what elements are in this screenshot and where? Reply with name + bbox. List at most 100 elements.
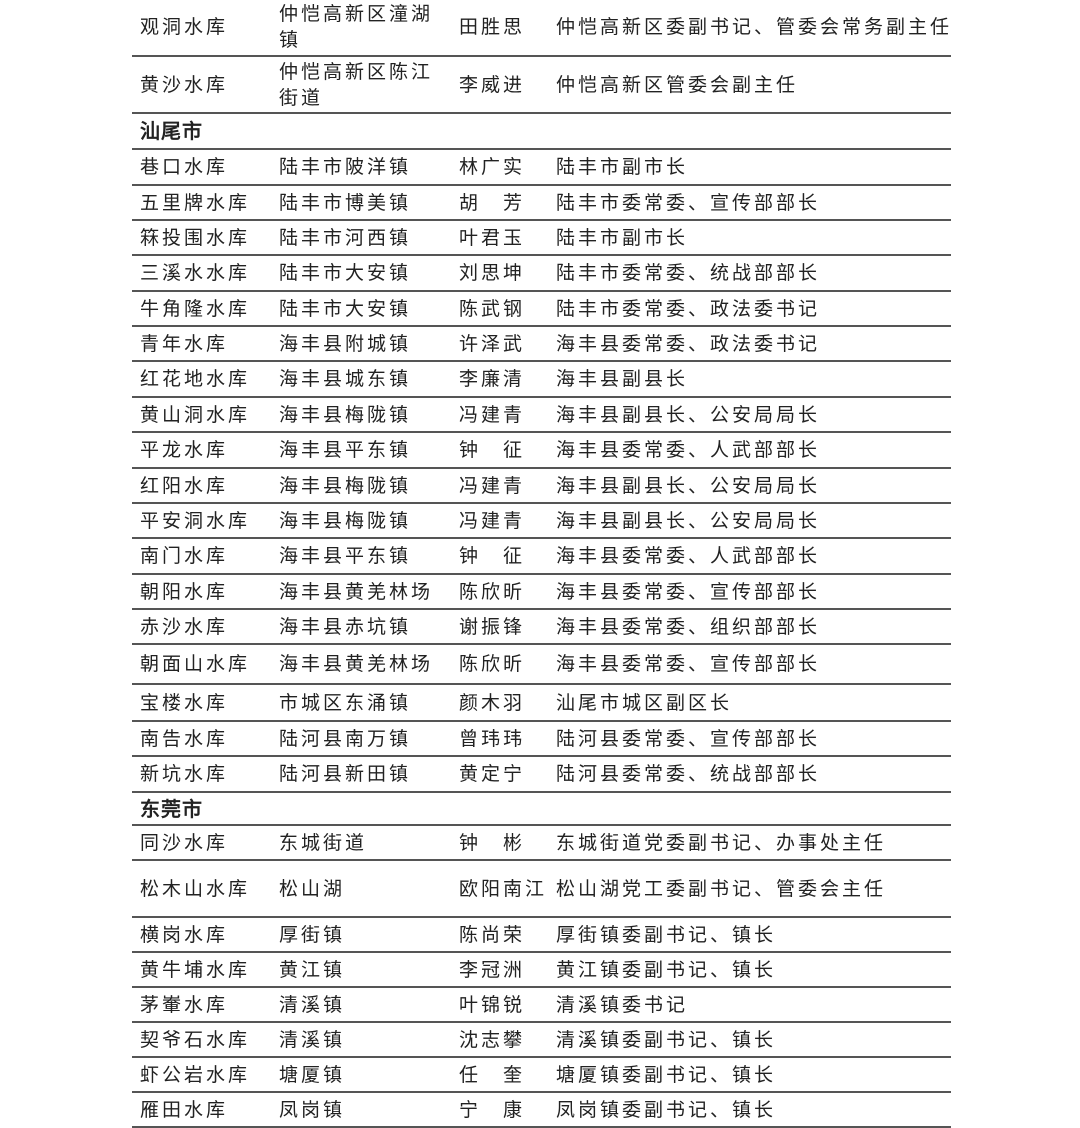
location-cell: 清溪镇 (279, 1028, 346, 1051)
position-title-cell: 东城街道党委副书记、办事处主任 (556, 831, 887, 854)
table-row: 三溪水水库 陆丰市大安镇 刘思坤 陆丰市委常委、统战部部长 (132, 256, 951, 292)
table-row: 黄山洞水库 海丰县梅陇镇 冯建青 海丰县副县长、公安局局长 (132, 398, 951, 433)
responsible-person-cell: 许泽武 (459, 332, 526, 355)
location-cell: 松山湖 (279, 877, 346, 900)
location-cell: 陆河县新田镇 (279, 763, 412, 785)
table-row: 南告水库 陆河县南万镇 曾玮玮 陆河县委常委、宣传部部长 (132, 722, 951, 757)
reservoir-name-cell: 横岗水库 (140, 923, 229, 946)
responsible-person-cell: 钟 彬 (459, 831, 526, 854)
responsible-person-cell: 任 奎 (459, 1063, 526, 1086)
responsible-person-cell: 曾玮玮 (459, 727, 526, 750)
reservoir-name-cell: 黄牛埔水库 (140, 958, 251, 981)
reservoir-name-cell: 牛角隆水库 (140, 297, 251, 320)
location-cell: 海丰县城东镇 (279, 368, 412, 390)
reservoir-name-cell: 巷口水库 (140, 156, 229, 178)
table-row: 同沙水库 东城街道 钟 彬 东城街道党委副书记、办事处主任 (132, 826, 951, 861)
reservoir-name-cell: 三溪水水库 (140, 262, 251, 284)
location-cell: 陆丰市博美镇 (279, 191, 412, 214)
responsible-person-cell: 陈尚荣 (459, 923, 526, 946)
reservoir-responsibility-table: 观洞水库 仲恺高新区潼湖镇 田胜思 仲恺高新区委副书记、管委会常务副主任 黄沙水库 仲恺高… (132, 0, 951, 1128)
responsible-person-cell: 沈志攀 (459, 1028, 526, 1051)
location-cell: 海丰县黄羌林场 (279, 580, 434, 603)
responsible-person-cell: 陈武钢 (459, 297, 526, 320)
responsible-person-cell: 陈欣昕 (459, 653, 526, 675)
reservoir-name-cell: 茅輋水库 (140, 993, 229, 1016)
reservoir-name-cell: 朝面山水库 (140, 653, 251, 675)
position-title-cell: 海丰县副县长 (556, 368, 689, 390)
position-title-cell: 陆丰市委常委、统战部部长 (556, 262, 821, 284)
table-row: 新坑水库 陆河县新田镇 黄定宁 陆河县委常委、统战部部长 (132, 757, 951, 793)
location-cell: 仲恺高新区潼湖镇 (279, 2, 434, 51)
responsible-person-cell: 李威进 (459, 73, 526, 96)
table-row: 红阳水库 海丰县梅陇镇 冯建青 海丰县副县长、公安局局长 (132, 469, 951, 504)
location-cell: 仲恺高新区陈江街道 (279, 60, 434, 109)
position-title-cell: 海丰县委常委、组织部部长 (556, 615, 821, 638)
reservoir-name-cell: 宝楼水库 (140, 691, 229, 714)
location-cell: 海丰县黄羌林场 (279, 653, 434, 675)
table-row: 朝阳水库 海丰县黄羌林场 陈欣昕 海丰县委常委、宣传部部长 (132, 575, 951, 610)
table-row: 青年水库 海丰县附城镇 许泽武 海丰县委常委、政法委书记 (132, 327, 951, 362)
table-row: 契爷石水库 清溪镇 沈志攀 清溪镇委副书记、镇长 (132, 1023, 951, 1058)
table-row: 红花地水库 海丰县城东镇 李廉清 海丰县副县长 (132, 362, 951, 398)
location-cell: 海丰县梅陇镇 (279, 403, 412, 426)
table-row: 南门水库 海丰县平东镇 钟 征 海丰县委常委、人武部部长 (132, 539, 951, 575)
responsible-person-cell: 胡 芳 (459, 191, 526, 214)
location-cell: 海丰县平东镇 (279, 545, 412, 567)
table-row: 松木山水库 松山湖 欧阳南江 松山湖党工委副书记、管委会主任 (132, 861, 951, 918)
position-title-cell: 陆河县委常委、宣传部部长 (556, 727, 821, 750)
reservoir-name-cell: 红阳水库 (140, 474, 229, 497)
reservoir-name-cell: 雁田水库 (140, 1098, 229, 1121)
position-title-cell: 清溪镇委书记 (556, 993, 689, 1016)
position-title-cell: 厚街镇委副书记、镇长 (556, 923, 777, 946)
position-title-cell: 海丰县委常委、宣传部部长 (556, 580, 821, 603)
responsible-person-cell: 刘思坤 (459, 262, 526, 284)
table-row: 牛角隆水库 陆丰市大安镇 陈武钢 陆丰市委常委、政法委书记 (132, 292, 951, 327)
location-cell: 厚街镇 (279, 923, 346, 946)
location-cell: 黄江镇 (279, 958, 346, 981)
position-title-cell: 凤岗镇委副书记、镇长 (556, 1098, 777, 1121)
location-cell: 陆丰市大安镇 (279, 297, 412, 320)
reservoir-name-cell: 南告水库 (140, 727, 229, 750)
table-row: 五里牌水库 陆丰市博美镇 胡 芳 陆丰市委常委、宣传部部长 (132, 186, 951, 221)
reservoir-name-cell: 箖投围水库 (140, 226, 251, 249)
reservoir-name-cell: 黄山洞水库 (140, 403, 251, 426)
responsible-person-cell: 欧阳南江 (459, 877, 548, 900)
responsible-person-cell: 陈欣昕 (459, 580, 526, 603)
reservoir-name-cell: 黄沙水库 (140, 73, 229, 96)
location-cell: 海丰县平东镇 (279, 439, 412, 461)
location-cell: 海丰县梅陇镇 (279, 509, 412, 532)
responsible-person-cell: 宁 康 (459, 1098, 526, 1121)
section-title: 汕尾市 (140, 119, 203, 143)
table-row: 宝楼水库 市城区东涌镇 颜木羽 汕尾市城区副区长 (132, 685, 951, 722)
responsible-person-cell: 田胜思 (459, 15, 526, 38)
responsible-person-cell: 黄定宁 (459, 763, 526, 785)
position-title-cell: 汕尾市城区副区长 (556, 691, 733, 714)
reservoir-name-cell: 赤沙水库 (140, 615, 229, 638)
reservoir-name-cell: 红花地水库 (140, 368, 251, 390)
section-header-row: 汕尾市 (132, 114, 951, 150)
position-title-cell: 松山湖党工委副书记、管委会主任 (556, 877, 887, 900)
reservoir-name-cell: 五里牌水库 (140, 191, 251, 214)
responsible-person-cell: 冯建青 (459, 403, 526, 426)
position-title-cell: 陆丰市副市长 (556, 226, 689, 249)
reservoir-name-cell: 朝阳水库 (140, 580, 229, 603)
position-title-cell: 海丰县副县长、公安局局长 (556, 509, 821, 532)
table-row: 虾公岩水库 塘厦镇 任 奎 塘厦镇委副书记、镇长 (132, 1058, 951, 1093)
responsible-person-cell: 钟 征 (459, 439, 526, 461)
table-row: 巷口水库 陆丰市陂洋镇 林广实 陆丰市副市长 (132, 150, 951, 186)
position-title-cell: 陆丰市委常委、政法委书记 (556, 297, 821, 320)
responsible-person-cell: 冯建青 (459, 474, 526, 497)
location-cell: 海丰县赤坑镇 (279, 615, 412, 638)
responsible-person-cell: 钟 征 (459, 545, 526, 567)
position-title-cell: 海丰县副县长、公安局局长 (556, 474, 821, 497)
position-title-cell: 海丰县委常委、宣传部部长 (556, 653, 821, 675)
position-title-cell: 清溪镇委副书记、镇长 (556, 1028, 777, 1051)
table-row: 横岗水库 厚街镇 陈尚荣 厚街镇委副书记、镇长 (132, 918, 951, 953)
reservoir-name-cell: 南门水库 (140, 545, 229, 567)
reservoir-name-cell: 同沙水库 (140, 831, 229, 854)
position-title-cell: 海丰县委常委、政法委书记 (556, 332, 821, 355)
table-row: 平龙水库 海丰县平东镇 钟 征 海丰县委常委、人武部部长 (132, 433, 951, 469)
position-title-cell: 仲恺高新区管委会副主任 (556, 73, 799, 96)
location-cell: 陆河县南万镇 (279, 727, 412, 750)
table-row: 朝面山水库 海丰县黄羌林场 陈欣昕 海丰县委常委、宣传部部长 (132, 645, 951, 685)
